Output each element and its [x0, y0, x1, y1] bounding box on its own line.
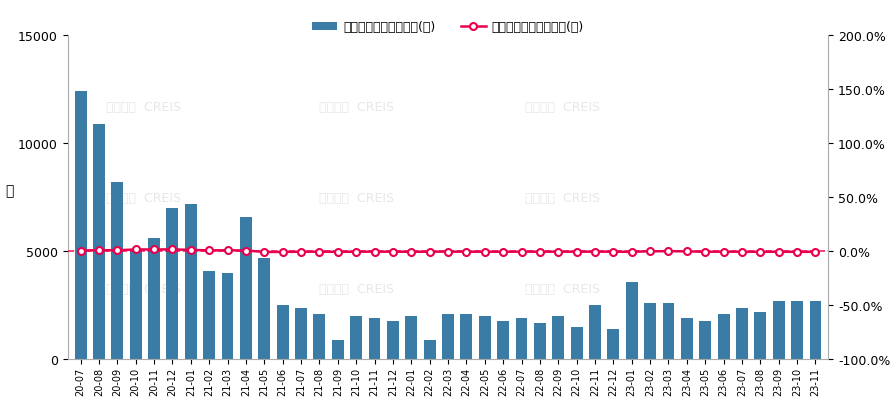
Bar [148, 239, 160, 360]
Text: 中指数据  CREIS: 中指数据 CREIS [525, 101, 599, 114]
Text: 中指数据  CREIS: 中指数据 CREIS [319, 101, 394, 114]
Text: 中指数据  CREIS: 中指数据 CREIS [107, 101, 181, 114]
Bar [478, 316, 491, 360]
Bar [277, 306, 289, 360]
Legend: 深圳二手住宅成交套数(左), 深圳二手住宅价格环比(右): 深圳二手住宅成交套数(左), 深圳二手住宅价格环比(右) [307, 16, 589, 39]
Bar [130, 252, 142, 360]
Bar [332, 340, 344, 360]
Bar [442, 314, 454, 360]
Bar [791, 301, 803, 360]
Bar [589, 306, 601, 360]
Bar [644, 304, 656, 360]
Text: 中指数据  CREIS: 中指数据 CREIS [107, 191, 181, 204]
Text: 中指数据  CREIS: 中指数据 CREIS [525, 191, 599, 204]
Bar [203, 271, 215, 360]
Bar [167, 209, 178, 360]
Bar [736, 308, 748, 360]
Bar [93, 124, 105, 360]
Bar [718, 314, 729, 360]
Bar [350, 316, 362, 360]
Bar [809, 301, 822, 360]
Bar [571, 327, 582, 360]
Bar [497, 321, 509, 360]
Bar [221, 273, 234, 360]
Bar [240, 217, 252, 360]
Bar [754, 312, 766, 360]
Text: 中指数据  CREIS: 中指数据 CREIS [319, 282, 394, 295]
Bar [111, 183, 124, 360]
Bar [258, 258, 271, 360]
Bar [662, 304, 675, 360]
Bar [699, 321, 711, 360]
Bar [314, 314, 325, 360]
Bar [534, 323, 546, 360]
Text: 中指数据  CREIS: 中指数据 CREIS [107, 282, 181, 295]
Text: 中指数据  CREIS: 中指数据 CREIS [525, 282, 599, 295]
Y-axis label: 套: 套 [5, 184, 14, 198]
Bar [607, 329, 619, 360]
Bar [625, 282, 638, 360]
Bar [424, 340, 435, 360]
Bar [772, 301, 785, 360]
Text: 中指数据  CREIS: 中指数据 CREIS [319, 191, 394, 204]
Bar [295, 308, 307, 360]
Bar [74, 92, 87, 360]
Bar [552, 316, 564, 360]
Bar [185, 204, 197, 360]
Bar [405, 316, 418, 360]
Bar [387, 321, 399, 360]
Bar [368, 318, 381, 360]
Bar [515, 318, 528, 360]
Bar [681, 318, 693, 360]
Bar [461, 314, 472, 360]
